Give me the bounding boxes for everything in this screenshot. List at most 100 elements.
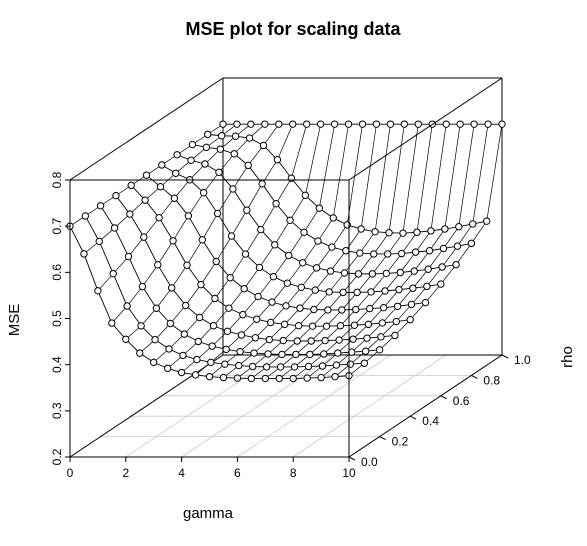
data-point	[137, 322, 145, 330]
data-point	[294, 322, 303, 330]
data-point	[221, 360, 229, 368]
data-point	[230, 150, 238, 158]
data-point	[289, 120, 297, 128]
z-tick-label: 0.6	[50, 264, 64, 281]
data-point	[272, 199, 280, 208]
data-point	[202, 143, 211, 152]
data-point	[211, 294, 219, 303]
data-point	[212, 257, 220, 266]
data-point	[437, 280, 445, 288]
data-point	[276, 363, 285, 371]
data-point	[366, 304, 374, 313]
data-point	[306, 350, 314, 359]
data-point	[411, 248, 420, 256]
data-points	[66, 120, 506, 383]
data-point	[172, 169, 180, 177]
data-point	[310, 305, 318, 314]
z-tick-label: 0.5	[50, 310, 64, 327]
data-point	[279, 336, 287, 345]
data-point	[233, 120, 241, 128]
data-point	[140, 233, 148, 241]
data-point	[470, 120, 478, 128]
rho-line	[139, 124, 294, 354]
x-tick-label: 4	[178, 466, 185, 480]
data-point	[349, 335, 357, 343]
data-point	[154, 261, 162, 269]
data-point	[247, 374, 256, 383]
data-point	[219, 120, 227, 128]
data-point	[356, 249, 364, 257]
data-point	[322, 322, 331, 330]
data-point	[352, 305, 360, 314]
data-point	[371, 228, 379, 236]
data-point	[413, 228, 421, 236]
data-point	[286, 216, 294, 224]
data-point	[368, 270, 377, 278]
data-point	[455, 223, 463, 231]
data-point	[262, 363, 271, 371]
data-point	[265, 335, 274, 344]
data-point	[184, 212, 193, 220]
data-point	[191, 371, 200, 379]
data-point	[484, 120, 492, 128]
data-point	[261, 120, 269, 128]
data-point	[193, 355, 201, 364]
data-point	[158, 161, 166, 169]
data-point	[215, 168, 223, 177]
data-point	[254, 292, 262, 301]
data-point	[467, 239, 476, 248]
data-point	[301, 191, 310, 200]
data-point	[271, 241, 279, 249]
data-point	[237, 331, 246, 339]
data-point	[110, 224, 119, 232]
data-point	[269, 272, 278, 281]
data-point	[400, 120, 409, 128]
data-point	[273, 156, 282, 164]
chart-title: MSE plot for scaling data	[185, 19, 401, 39]
data-point	[297, 283, 305, 292]
x-tick-label: 2	[122, 466, 129, 480]
data-point	[331, 372, 339, 381]
data-point	[80, 250, 88, 258]
data-point	[377, 333, 385, 341]
data-point	[340, 269, 349, 277]
data-point	[330, 120, 339, 128]
data-point	[308, 322, 317, 330]
data-point	[208, 342, 216, 350]
data-point	[332, 361, 341, 369]
data-point	[165, 345, 173, 353]
data-point	[127, 181, 135, 190]
data-point	[123, 302, 131, 310]
data-point	[293, 337, 301, 345]
data-point	[396, 268, 404, 277]
box-edge	[348, 77, 503, 181]
data-point	[314, 237, 322, 245]
data-point	[255, 263, 264, 272]
data-point	[264, 350, 272, 358]
data-point	[150, 358, 158, 367]
data-point	[95, 237, 103, 246]
x-tick-label: 10	[342, 466, 356, 480]
data-point	[386, 120, 395, 128]
data-point	[427, 227, 435, 235]
data-point	[199, 188, 208, 197]
grid-line	[237, 354, 391, 458]
data-point	[195, 313, 204, 322]
data-point	[141, 196, 149, 204]
data-point	[268, 298, 276, 306]
data-point	[361, 347, 370, 355]
rho-line	[111, 123, 266, 324]
data-point	[216, 145, 225, 153]
data-point	[240, 285, 248, 293]
x-tick-label: 6	[234, 466, 241, 480]
z-tick-label: 0.3	[50, 402, 64, 419]
data-point	[136, 349, 144, 357]
data-point	[235, 361, 243, 370]
data-point	[249, 362, 257, 371]
z-axis-label: MSE	[6, 304, 23, 337]
y-tick-label: 0.8	[483, 373, 500, 387]
data-point	[244, 161, 252, 170]
data-point	[188, 140, 197, 149]
z-tick-label: 0.7	[50, 218, 64, 235]
